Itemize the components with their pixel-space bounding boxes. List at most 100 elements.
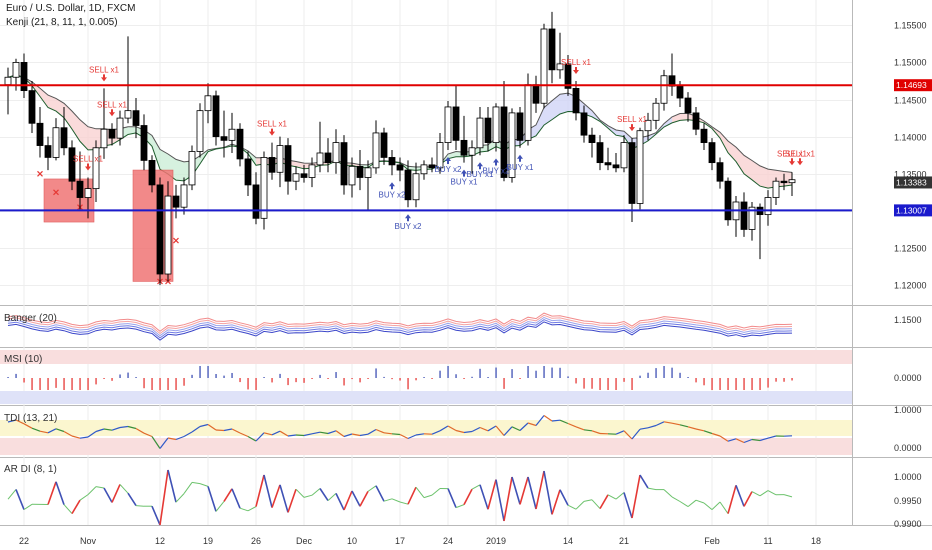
tdi-line-segment (303, 433, 313, 437)
x-marker (53, 189, 59, 196)
ardi-line-segment (623, 492, 633, 519)
msi-bar (183, 378, 185, 386)
candle-body (564, 63, 572, 89)
tdi-line-segment (47, 428, 57, 434)
tdi-line-segment (583, 429, 593, 432)
msi-bar (151, 378, 153, 390)
ardi-line-segment (255, 474, 265, 507)
ardi-line-segment (679, 501, 689, 508)
msi-bar (367, 378, 369, 379)
ardi-line-segment (735, 485, 745, 507)
msi-bar (463, 378, 465, 380)
x-tick-label: 12 (155, 536, 165, 546)
tdi-line-segment (159, 437, 169, 449)
msi-bar (119, 374, 121, 378)
candle-body (476, 117, 484, 149)
tdi-line-segment (695, 428, 705, 432)
candle-body (548, 28, 556, 71)
ardi-line-segment (15, 489, 25, 510)
ardi-line-segment (359, 491, 369, 507)
tdi-line-segment (231, 428, 241, 434)
candle-body (420, 164, 428, 175)
tdi-line-segment (79, 436, 89, 439)
msi-bar (607, 378, 609, 390)
candle-body (228, 128, 236, 141)
msi-bar (359, 378, 361, 383)
ardi-line-segment (207, 486, 217, 512)
candle-body (772, 180, 780, 198)
tdi-line-segment (199, 423, 209, 428)
msi-bar (247, 378, 249, 390)
tdi-line-segment (383, 432, 393, 435)
candle-body (204, 95, 212, 112)
msi-lower-zone (0, 391, 852, 404)
ardi-line-segment (191, 481, 201, 485)
kenji-cloud (152, 135, 160, 170)
msi-bar (111, 378, 113, 381)
candle-body (604, 162, 612, 166)
tdi-line-segment (487, 425, 497, 432)
candle-body (540, 28, 548, 104)
ardi-line-segment (447, 488, 457, 508)
msi-bar (711, 378, 713, 390)
candle-body (724, 180, 732, 221)
ardi-line-segment (687, 499, 697, 507)
tdi-line-segment (287, 434, 297, 437)
msi-bar (103, 378, 105, 379)
msi-bar (775, 378, 777, 382)
msi-bar (47, 378, 49, 390)
msi-bar (551, 367, 553, 378)
ardi-line-segment (23, 503, 33, 511)
msi-bar (303, 378, 305, 383)
tdi-line-segment (503, 426, 513, 436)
tdi-line-segment (447, 425, 457, 432)
sell-arrow-icon (573, 66, 579, 74)
x-tick-label: 18 (811, 536, 821, 546)
candle-body (580, 112, 588, 136)
tdi-line-segment (255, 432, 265, 442)
candle-body (100, 128, 108, 149)
candle-body (180, 184, 188, 208)
candle-body (340, 142, 348, 186)
candle-body (484, 117, 492, 143)
candle-body (788, 179, 796, 184)
tdi-line-segment (439, 425, 449, 432)
msi-bar (783, 378, 785, 382)
tdi-line-segment (31, 427, 41, 432)
tdi-line-segment (743, 438, 753, 444)
buy-signal-label: BUY x2 (379, 190, 407, 199)
ardi-line-segment (383, 498, 393, 502)
candle-body (132, 110, 140, 126)
price-tag-text: 1.14693 (896, 80, 927, 90)
candle-body (12, 62, 20, 78)
kenji-cloud (160, 149, 168, 175)
kenji-cloud (56, 98, 64, 118)
msi-bar (695, 378, 697, 383)
sell-signal-label: SELL x1 (97, 100, 127, 109)
tdi-line-segment (663, 421, 673, 424)
tdi-line-segment (391, 433, 401, 436)
candle-body (196, 110, 204, 152)
msi-bar (79, 378, 81, 390)
banger-band-line (7, 316, 793, 337)
price-tag (894, 176, 932, 189)
tdi-zone (0, 420, 852, 436)
ardi-line-segment (159, 469, 169, 526)
msi-bar (591, 378, 593, 389)
banger-band-line (7, 314, 793, 335)
msi-bar (455, 374, 457, 378)
x-tick-label: 10 (347, 536, 357, 546)
sell-signal-label: SELL x1 (777, 149, 807, 158)
tdi-line-segment (703, 430, 713, 435)
ardi-line-segment (455, 504, 465, 509)
candle-body (508, 112, 516, 178)
msi-bar (39, 378, 41, 390)
sell-signal-label: SELL x1 (257, 120, 287, 129)
candle-body (660, 75, 668, 104)
ardi-line-segment (271, 484, 281, 508)
msi-bar (343, 378, 345, 386)
candle-body (212, 95, 220, 138)
tdi-line-segment (471, 426, 481, 433)
sell-signal-label: SELL x1 (617, 115, 647, 124)
